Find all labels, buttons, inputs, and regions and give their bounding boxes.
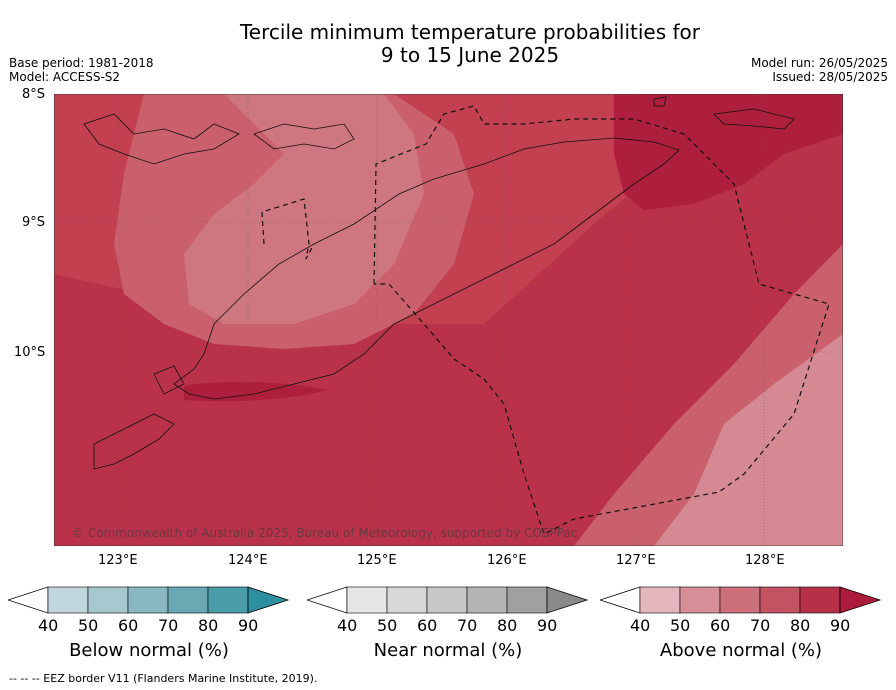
legend-swatch <box>639 586 681 614</box>
legend-swatch <box>679 586 721 614</box>
legend-swatch <box>87 586 129 614</box>
legend-extend-low <box>307 586 348 614</box>
copyright-text: © Commonwealth of Australia 2025, Bureau… <box>72 526 577 540</box>
model-label: Model: ACCESS-S2 <box>9 70 121 84</box>
legend-swatch <box>47 586 89 614</box>
probability-zone-80-south <box>54 234 614 546</box>
legend-extend-low <box>600 586 641 614</box>
base-period-label: Base period: 1981-2018 <box>9 56 154 70</box>
legend-swatch <box>759 586 801 614</box>
lat-label-8s: 8°S <box>22 87 46 102</box>
legend-swatch <box>127 586 169 614</box>
legend-above-label: Above normal (%) <box>659 640 823 661</box>
legend-extend-low <box>8 586 49 614</box>
lon-label-128e: 128°E <box>745 553 785 568</box>
probability-map: © Commonwealth of Australia 2025, Bureau… <box>54 94 843 546</box>
lon-label-127e: 127°E <box>616 553 656 568</box>
chart-title-line1: Tercile minimum temperature probabilitie… <box>239 20 701 44</box>
legend-swatch <box>346 586 388 614</box>
probability-zone-60-se <box>654 334 843 546</box>
probability-zone-90-coast <box>184 381 329 402</box>
legend-near-colorbar <box>307 586 589 614</box>
probability-zone-90-north <box>614 94 843 210</box>
legend-swatch <box>386 586 428 614</box>
legend-below-colorbar <box>8 586 290 614</box>
legend-swatch <box>799 586 841 614</box>
lat-label-10s: 10°S <box>14 345 46 360</box>
probability-zone-60 <box>184 94 424 324</box>
legend-swatch <box>426 586 468 614</box>
legend-swatch <box>466 586 508 614</box>
legend-swatch <box>167 586 209 614</box>
chart-title-line2: 9 to 15 June 2025 <box>380 43 560 67</box>
gridlines <box>54 94 843 546</box>
legend-extend-high <box>247 586 290 614</box>
legend-below-label: Below normal (%) <box>69 640 229 661</box>
eez-footnote: -- -- -- EEZ border V11 (Flanders Marine… <box>9 672 318 685</box>
eez-border <box>261 105 830 535</box>
coastlines <box>83 96 795 470</box>
lon-label-125e: 125°E <box>357 553 397 568</box>
legend-above-colorbar <box>600 586 882 614</box>
lon-label-124e: 124°E <box>228 553 268 568</box>
lon-label-126e: 126°E <box>487 553 527 568</box>
legend-extend-high <box>546 586 589 614</box>
lon-label-123e: 123°E <box>98 553 138 568</box>
legend-swatch <box>207 586 249 614</box>
legend-swatch <box>719 586 761 614</box>
legend-extend-high <box>839 586 882 614</box>
lat-label-9s: 9°S <box>22 215 46 230</box>
issued-label: Issued: 28/05/2025 <box>772 70 888 84</box>
legend-near-label: Near normal (%) <box>373 640 523 661</box>
legend-swatch <box>506 586 548 614</box>
model-run-label: Model run: 26/05/2025 <box>750 56 888 70</box>
